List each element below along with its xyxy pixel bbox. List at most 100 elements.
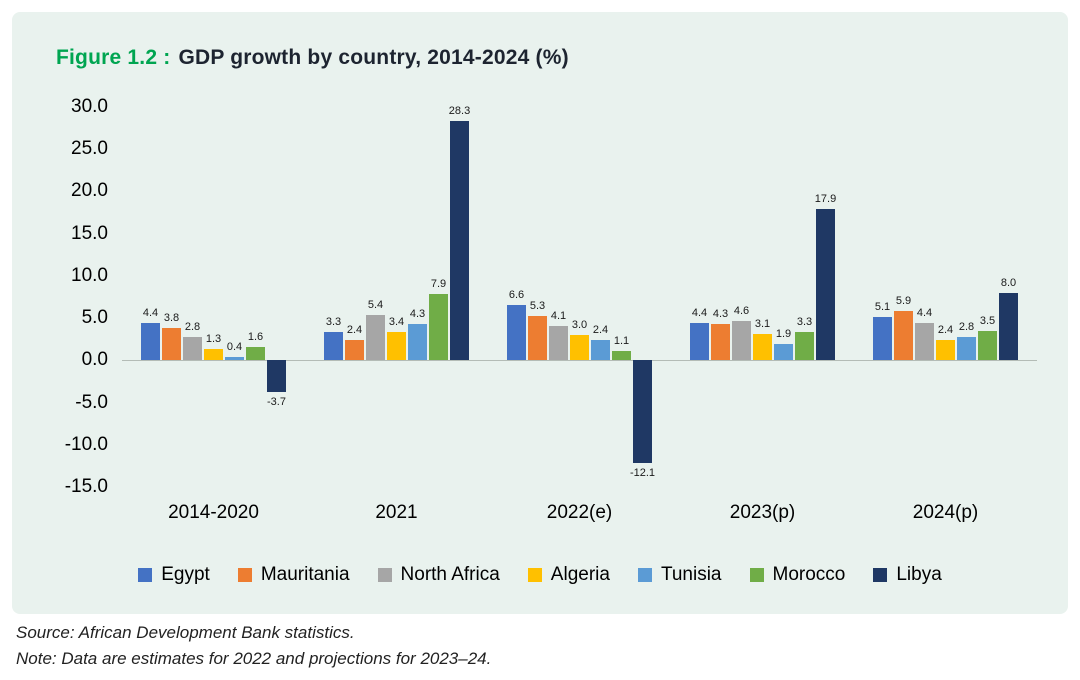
figure-title-text: GDP growth by country, 2014-2024 (%) [178,46,569,69]
y-axis-tick-label: -15.0 [64,476,108,497]
bar-libya [816,209,835,361]
legend-label: Egypt [161,564,210,585]
bar-value-label: 4.4 [142,307,159,320]
bar-value-label: 2.4 [346,324,363,337]
bar-libya [450,121,469,361]
y-axis-tick-label: 25.0 [71,138,108,160]
data-note: Note: Data are estimates for 2022 and pr… [16,649,492,668]
x-axis-category-label: 2022(e) [546,502,613,523]
bar-algeria [204,349,223,361]
legend-item-egypt: Egypt [138,564,210,586]
bar-north-africa [915,323,934,361]
bar-tunisia [957,336,976,361]
y-axis-tick-label: 10.0 [71,264,108,286]
figure-label: Figure 1.2 : [56,46,171,69]
y-axis-tick-label: -5.0 [75,391,108,413]
bar-algeria [570,335,589,361]
bar-morocco [429,293,448,361]
bar-mauritania [711,324,730,361]
legend-label: Algeria [550,564,610,585]
bar-value-label: 3.4 [388,315,405,328]
bar-value-label: 4.6 [733,305,750,318]
bar-libya [633,360,652,463]
bar-value-label: 7.9 [430,277,447,290]
bar-mauritania [528,315,547,361]
bar-value-label: 5.1 [874,301,891,314]
bar-value-label: 4.3 [409,308,426,321]
bar-value-label: 3.3 [325,316,342,329]
bar-mauritania [345,340,364,361]
y-axis-tick-label: -10.0 [64,433,108,455]
legend-item-libya: Libya [873,564,942,586]
legend-label: Tunisia [660,564,722,585]
x-axis: 2014-2020 2021 2022(e) 2023(p) 2024(p) [122,502,1037,524]
bar-value-label: 8.0 [1000,276,1017,289]
bar-value-label: 1.1 [613,335,630,348]
zero-axis-line [122,360,1037,362]
bar-value-label: 5.9 [895,294,912,307]
legend-swatch-icon [637,568,652,582]
bar-algeria [753,334,772,361]
bar-north-africa [732,321,751,361]
bar-libya [267,360,286,392]
bar-libya [999,292,1018,361]
y-axis-tick-label: 30.0 [71,96,108,117]
legend-label: Mauritania [260,564,350,585]
plot-area: 4.4 3.8 2.8 1.3 0.4 1.6 -3.7 3.3 2.4 5.4 3.4 4.3 7.9… [122,105,1037,487]
bar-north-africa [183,336,202,361]
bar-mauritania [894,310,913,361]
bar-tunisia [774,344,793,361]
bar-egypt [873,317,892,361]
bar-value-label: 4.4 [691,307,708,320]
bar-tunisia [591,340,610,361]
bar-morocco [795,332,814,361]
figure-panel: Figure 1.2 : GDP growth by country, 2014-… [12,12,1068,614]
bar-value-label: 4.1 [550,309,567,322]
bar-value-label: 2.4 [937,324,954,337]
legend-label: Libya [896,564,942,585]
bar-value-label: 3.8 [163,312,180,325]
x-axis-category-label: 2021 [375,502,418,523]
y-axis: 30.0 25.0 20.0 15.0 10.0 5.0 0.0 -5.0 -10.0 -15.0 [40,96,122,497]
bar-value-label: 3.0 [571,319,588,331]
bar-morocco [246,346,265,361]
legend-swatch-icon [138,568,153,582]
bar-egypt [690,323,709,361]
bar-algeria [936,340,955,361]
bar-algeria [387,331,406,361]
bar-egypt [507,304,526,361]
bar-value-label: 2.8 [958,320,975,333]
bar-value-label: 1.6 [247,330,264,343]
legend-swatch-icon [377,568,392,582]
bar-value-label: -3.7 [267,395,286,408]
bar-value-label: 0.4 [226,340,243,353]
legend-item-mauritania: Mauritania [237,564,350,586]
bar-value-label: 1.3 [205,333,222,346]
bar-egypt [141,323,160,361]
legend-item-tunisia: Tunisia [637,564,722,586]
bar-value-label: 17.9 [814,193,837,206]
legend-label: Morocco [772,564,846,585]
legend-swatch-icon [749,568,764,582]
x-axis-category-label: 2014-2020 [168,502,259,523]
legend-swatch-icon [873,568,888,582]
y-axis-tick-label: 0.0 [81,349,108,371]
bar-value-label: 1.9 [775,328,792,341]
bar-value-label: 2.4 [592,324,609,337]
y-axis-tick-label: 5.0 [81,307,108,329]
bar-north-africa [549,325,568,361]
legend: Egypt Mauritania North Africa Algeria Tunisi… [12,564,1068,586]
figure-title: Figure 1.2 : GDP growth by country, 2014-… [56,46,569,70]
y-axis-tick-label: 20.0 [71,180,108,202]
bar-morocco [978,330,997,361]
bar-tunisia [408,324,427,361]
bar-value-label: 4.3 [712,308,729,321]
legend-item-morocco: Morocco [749,564,846,586]
bar-tunisia [225,356,244,361]
bar-value-label: 2.8 [184,320,201,333]
bar-value-label: 6.6 [508,288,525,301]
bar-value-label: 3.5 [979,314,996,327]
bar-value-label: 5.4 [367,298,384,311]
bar-value-label: 5.3 [529,299,546,312]
